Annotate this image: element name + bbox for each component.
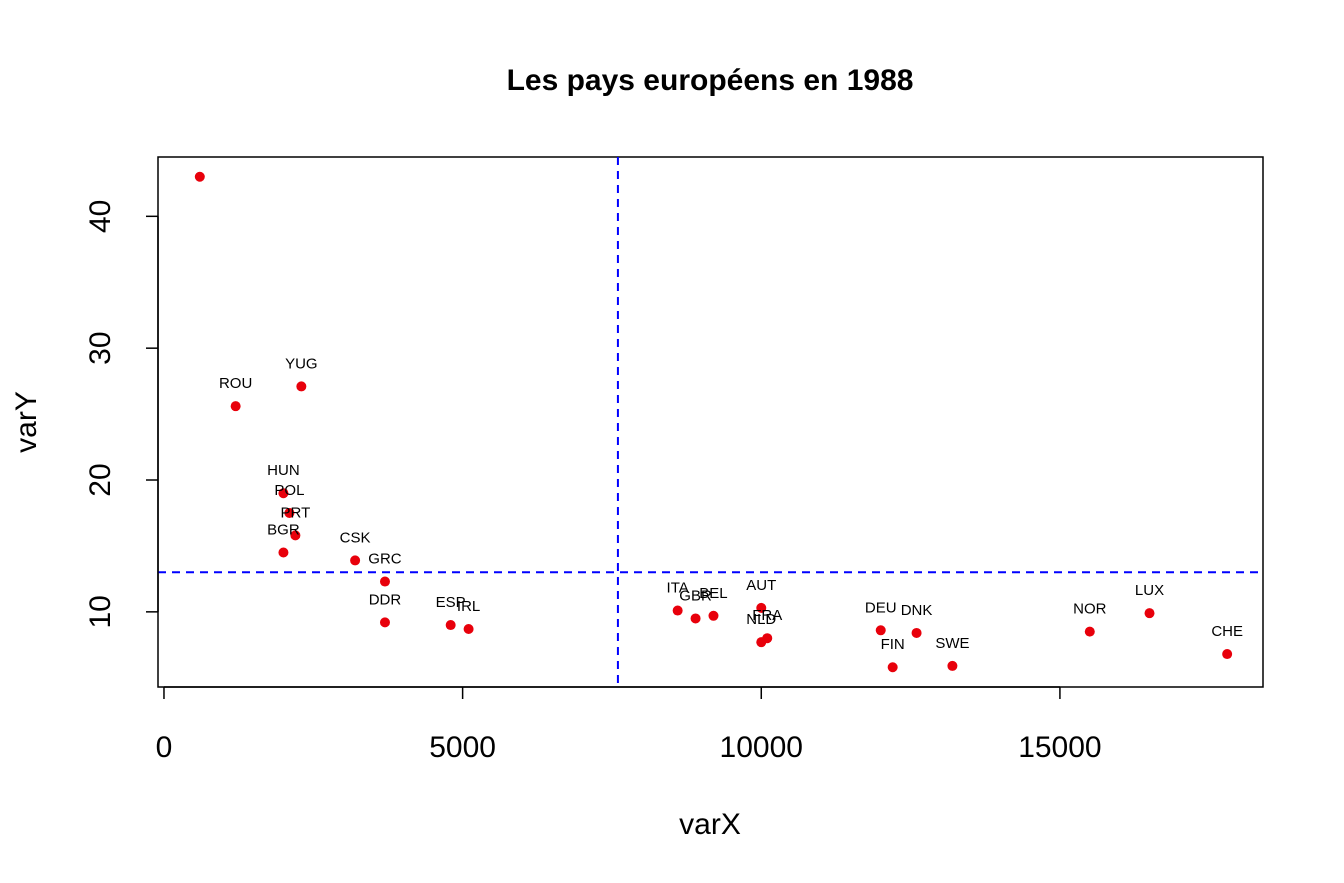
y-tick-label: 40	[84, 200, 117, 233]
data-point-label: ITA	[667, 580, 689, 597]
chart-title: Les pays européens en 1988	[507, 64, 914, 97]
data-points	[194, 171, 1233, 673]
x-axis-title: varX	[679, 808, 741, 841]
data-point	[445, 620, 456, 631]
y-axis-title: varY	[10, 391, 43, 453]
data-point	[756, 602, 767, 613]
x-axis: 0 5000 10000 15000	[156, 686, 1102, 764]
data-point	[672, 605, 683, 616]
data-point	[911, 627, 922, 638]
data-point	[290, 530, 301, 541]
data-point	[350, 555, 361, 566]
data-point-label: SWE	[935, 635, 969, 652]
y-tick-label: 20	[84, 463, 117, 496]
data-point-label: BEL	[699, 585, 727, 602]
data-point-label: POL	[274, 482, 304, 499]
data-point-label: NOR	[1073, 601, 1107, 618]
data-point-label: NLD	[746, 611, 776, 628]
data-point-label: CSK	[340, 529, 371, 546]
data-point-label: YUG	[285, 355, 318, 372]
data-point	[708, 610, 719, 621]
y-tick-label: 10	[84, 595, 117, 628]
data-point-label: AUT	[746, 577, 776, 594]
data-point	[284, 507, 295, 518]
data-point-label: ESP	[436, 594, 466, 611]
data-point-label: GRC	[368, 551, 402, 568]
data-point-label: FIN	[881, 636, 905, 653]
x-tick-label: 5000	[429, 731, 496, 764]
data-point-label: LUX	[1135, 582, 1164, 599]
data-point-label: DEU	[865, 599, 897, 616]
data-point	[230, 401, 241, 412]
reference-lines	[158, 157, 1263, 687]
data-point	[756, 637, 767, 648]
data-point	[690, 613, 701, 624]
data-point	[887, 662, 898, 673]
data-point-label: HUN	[267, 462, 300, 479]
y-tick-label: 30	[84, 331, 117, 364]
data-point	[379, 617, 390, 628]
data-point	[875, 625, 886, 636]
data-point-label: PRT	[281, 504, 311, 521]
data-point-label: GBR	[679, 587, 712, 604]
data-point-label: BGR	[267, 522, 300, 539]
data-point	[1222, 649, 1233, 660]
x-tick-label: 0	[156, 731, 173, 764]
data-point	[947, 660, 958, 671]
x-tick-label: 15000	[1018, 731, 1101, 764]
data-point-label: IRL	[457, 598, 480, 615]
data-point	[1084, 626, 1095, 637]
data-point-label: FRA	[752, 607, 782, 624]
data-point	[463, 623, 474, 634]
data-point-label: CHE	[1211, 623, 1243, 640]
data-point	[278, 547, 289, 558]
data-point-label: ROU	[219, 375, 252, 392]
data-point	[278, 488, 289, 499]
data-point	[379, 576, 390, 587]
x-tick-label: 10000	[720, 731, 803, 764]
data-point-label: DDR	[369, 591, 402, 608]
data-point	[1144, 608, 1155, 619]
y-axis: 10 20 30 40	[84, 200, 159, 629]
data-point-label: DNK	[901, 602, 933, 619]
data-point	[194, 171, 205, 182]
data-point	[296, 381, 307, 392]
